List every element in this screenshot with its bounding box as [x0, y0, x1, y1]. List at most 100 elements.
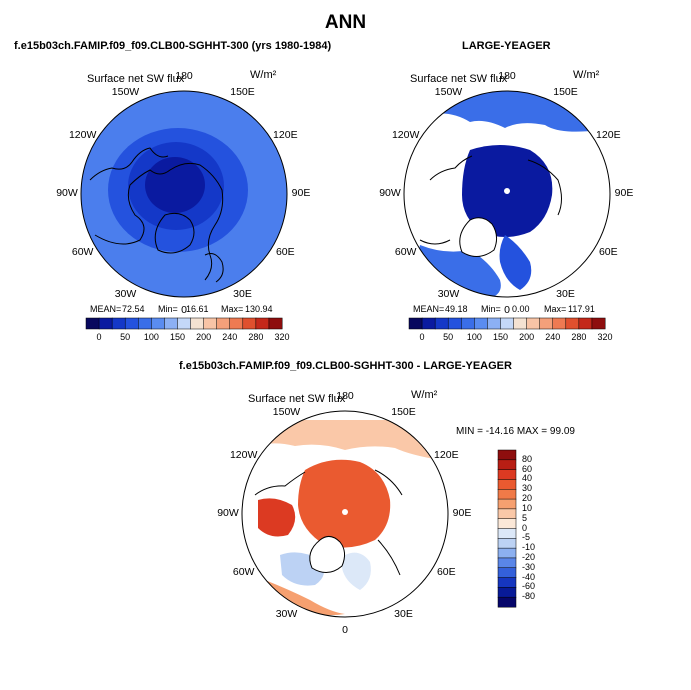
right-max-value: 117.91: [568, 304, 595, 314]
right-colorbar-tick: 100: [466, 332, 482, 342]
right-lon-label: 30E: [556, 288, 575, 301]
left-subtitle: f.e15b03ch.FAMIP.f09_f09.CLB00-SGHHT-300…: [14, 40, 332, 52]
diff-colorbar-tick: -60: [522, 581, 536, 592]
diff-colorbar-tick: 20: [522, 493, 533, 504]
left-colorbar-cell: [98, 317, 113, 330]
left-min-label: Min=: [158, 304, 178, 314]
right-lon-label: 60E: [598, 245, 618, 258]
diff-colorbar: [497, 449, 517, 608]
left-colorbar-cell: [268, 317, 283, 330]
diff-colorbar-cell: [497, 508, 517, 520]
diff-colorbar-cell: [497, 596, 517, 608]
diff-colorbar-cell: [497, 469, 517, 480]
diff-colorbar-cell: [497, 567, 517, 579]
left-map-coastline-scandinavia: [204, 253, 224, 283]
left-lon-label: 150W: [111, 85, 140, 98]
left-colorbar-tick: 240: [222, 332, 238, 342]
diff-lon-label: 150E: [391, 405, 416, 418]
right-lon-label: 0: [504, 304, 510, 316]
left-colorbar-tick: 0: [96, 332, 102, 342]
right-lon-label: 120W: [391, 128, 420, 141]
left-mean-value: 72.54: [122, 304, 145, 314]
left-colorbar-tick: 280: [248, 332, 264, 342]
diff-subtitle: f.e15b03ch.FAMIP.f09_f09.CLB00-SGHHT-300…: [179, 360, 512, 372]
diff-colorbar-cell: [497, 489, 517, 500]
diff-colorbar-cell: [497, 557, 517, 569]
right-map: [403, 90, 611, 298]
right-colorbar-cell: [539, 317, 554, 330]
diff-units: W/m²: [411, 389, 438, 401]
left-lon-label: 120W: [68, 128, 97, 141]
right-colorbar-cell: [552, 317, 567, 330]
left-colorbar-cell: [151, 317, 165, 330]
right-colorbar-tick: 280: [571, 332, 587, 342]
left-mean-label: MEAN=: [90, 304, 122, 314]
diff-colorbar-tick: -80: [522, 591, 536, 602]
left-colorbar: [85, 317, 283, 330]
diff-colorbar-tick: 10: [522, 502, 533, 513]
diff-plot-title: Surface net SW flux: [248, 393, 346, 405]
diff-colorbar-cell: [497, 459, 517, 471]
diff-minmax: MIN = -14.16 MAX = 99.09: [456, 426, 575, 437]
diff-colorbar-cell: [497, 518, 517, 529]
left-max-value: 130.94: [245, 304, 273, 314]
diff-colorbar-tick: 0: [522, 522, 528, 533]
left-lon-label: 180: [175, 70, 193, 82]
right-min-label: Min=: [481, 304, 501, 314]
diff-map-coastline: [254, 469, 403, 576]
diff-colorbar-tick: -20: [522, 551, 536, 562]
left-plot-title: Surface net SW flux: [87, 73, 185, 85]
diff-colorbar-cell: [497, 538, 517, 549]
right-lon-label: 90W: [379, 187, 401, 199]
right-colorbar-cell: [591, 317, 606, 330]
right-map-pole-hole: [504, 188, 510, 194]
right-colorbar-cell: [434, 317, 449, 330]
diff-colorbar-cell: [497, 479, 517, 490]
diff-colorbar-tick: -40: [522, 571, 536, 582]
diff-map-canadian-warm: [258, 498, 296, 537]
left-colorbar-tick: 150: [169, 332, 185, 342]
diff-map-land-greenland: [309, 536, 346, 573]
left-colorbar-cell: [255, 317, 270, 330]
diff-colorbar-tick: 60: [522, 463, 533, 474]
left-colorbar-cell: [164, 317, 178, 330]
left-colorbar-cell: [242, 317, 257, 330]
diff-colorbar-tick: -10: [522, 542, 536, 553]
diff-lon-label: 120W: [229, 448, 258, 461]
diff-colorbar-tick: 30: [522, 483, 533, 494]
right-mean-label: MEAN=: [413, 304, 445, 314]
right-colorbar-cell: [513, 317, 528, 330]
left-map-coastline-americas: [89, 147, 169, 181]
diff-lon-label: 30W: [275, 608, 298, 621]
left-lon-label: 30E: [233, 288, 252, 301]
left-colorbar-cell: [229, 317, 244, 330]
right-map-ocean-nordic: [499, 235, 532, 290]
right-lon-label: 120E: [596, 128, 621, 141]
left-colorbar-cell: [177, 317, 191, 330]
diff-colorbar-tick: -5: [522, 532, 531, 543]
right-lon-label: 150E: [553, 85, 578, 98]
right-colorbar-cell: [565, 317, 580, 330]
left-map: [80, 90, 288, 298]
diff-map: [241, 410, 449, 618]
left-colorbar-tick: 100: [143, 332, 159, 342]
diff-lon-label: 60W: [232, 565, 255, 578]
right-map-border: [403, 90, 611, 298]
left-lon-label: 120E: [273, 128, 298, 141]
right-colorbar-cell: [500, 317, 514, 330]
left-colorbar-cell: [190, 317, 205, 330]
right-colorbar: [408, 317, 606, 330]
right-colorbar-cell: [578, 317, 593, 330]
left-max-label: Max=: [221, 304, 244, 314]
left-units: W/m²: [250, 69, 277, 81]
diff-lon-label: 60E: [436, 565, 456, 578]
left-map-coastline-greenland: [154, 212, 195, 254]
left-lon-label: 60E: [275, 245, 295, 258]
diff-colorbar-cell: [497, 498, 517, 510]
left-min-value: 16.61: [186, 304, 209, 314]
right-mean-value: 49.18: [445, 304, 468, 314]
left-colorbar-cell: [124, 317, 139, 330]
diff-lon-label: 90W: [217, 507, 239, 519]
diff-colorbar-tick: 80: [522, 453, 533, 464]
